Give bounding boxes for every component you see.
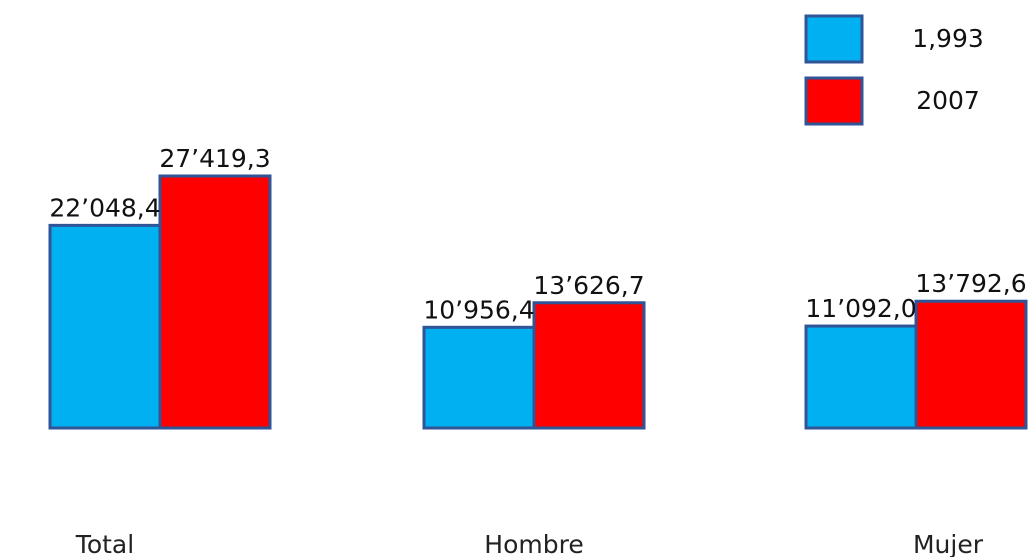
category-label-mujer: Mujer bbox=[913, 530, 984, 557]
bars-layer bbox=[48, 174, 1028, 430]
category-label-total: Total bbox=[75, 530, 134, 557]
bar-total-series1 bbox=[48, 223, 162, 430]
data-label-mujer-series1: 11’092,0 bbox=[805, 294, 916, 323]
legend: 1,993 2007 bbox=[804, 14, 984, 126]
category-labels-layer: Total Hombre Mujer bbox=[75, 530, 984, 557]
data-label-hombre-series1: 10’956,4 bbox=[423, 295, 534, 324]
bar-mujer-series2 bbox=[914, 299, 1028, 430]
data-label-total-series2: 27’419,3 bbox=[159, 144, 270, 173]
bar-hombre-series2 bbox=[532, 301, 646, 430]
data-label-total-series1: 22’048,4 bbox=[49, 193, 160, 222]
data-label-mujer-series2: 13’792,6 bbox=[915, 269, 1026, 298]
category-label-hombre: Hombre bbox=[484, 530, 583, 557]
bar-total-series2 bbox=[158, 174, 272, 430]
value-labels-layer: 22’048,4 27’419,3 10’956,413’626,7 11’092,0… bbox=[49, 144, 1026, 324]
legend-label-series2: 2007 bbox=[916, 86, 980, 115]
legend-label-series1: 1,993 bbox=[912, 24, 984, 53]
data-label-hombre-series2: 13’626,7 bbox=[533, 271, 644, 300]
bar-hombre-series1 bbox=[422, 325, 536, 430]
bar-mujer-series1 bbox=[804, 324, 918, 430]
legend-swatch-series1 bbox=[804, 14, 864, 64]
legend-swatch-series2 bbox=[804, 76, 864, 126]
